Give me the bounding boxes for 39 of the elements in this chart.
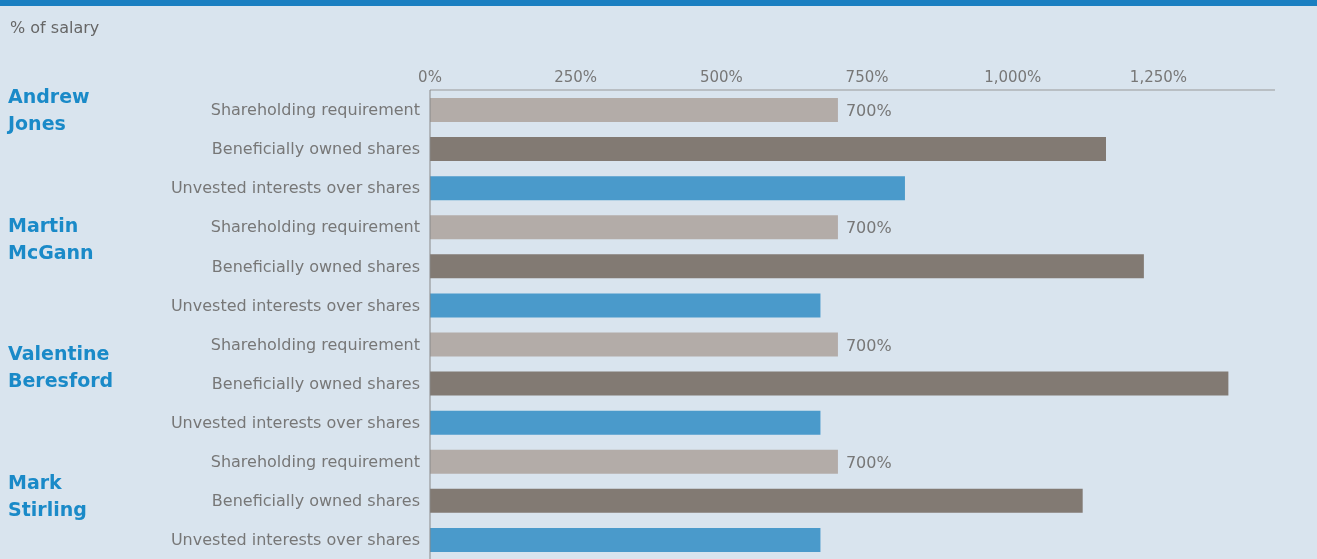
y-tick-label: Beneficially owned shares [211,373,420,393]
bar [430,449,838,474]
x-tick-label: 500% [699,68,743,86]
y-tick-label: Unvested interests over shares [170,412,420,432]
text: Andrew Jones [8,84,91,137]
x-axis-title: % of salary [10,18,100,37]
x-tick-label: 1,000% [984,68,1042,86]
x-tick-label: 250% [554,68,598,86]
text: Valentine Beresford [8,341,115,394]
y-tick-label: Shareholding requirement [210,334,420,354]
bar [430,410,821,435]
data-label: 700% [845,101,892,120]
bar [430,371,1229,396]
y-tick-label: Shareholding requirement [210,451,420,471]
y-tick-label: Shareholding requirement [210,217,420,237]
bar [430,137,1106,162]
bar [430,488,1083,513]
y-tick-label: Beneficially owned shares [211,491,420,511]
y-tick-label: Unvested interests over shares [170,295,420,315]
y-tick-label: Shareholding requirement [210,100,420,120]
data-label: 700% [845,452,892,472]
bar [430,215,838,240]
y-tick-label: Unvested interests over shares [170,530,420,550]
y-tick-label: Beneficially owned shares [211,256,420,276]
y-tick-label: Unvested interests over shares [170,178,420,198]
x-tick-label: 1,250% [1129,68,1188,86]
text: Mark Stirling [8,469,88,522]
bar [430,293,821,318]
bar [430,98,838,122]
data-label: 700% [845,335,892,355]
data-label: 700% [845,218,892,238]
bar [430,176,905,201]
x-tick-label: 750% [845,68,889,86]
x-tick-label: 0% [418,68,442,86]
bar [430,527,821,552]
bar [430,254,1144,279]
text: Martin McGann [8,212,95,265]
y-tick-label: Beneficially owned shares [211,139,420,159]
bar [430,332,838,357]
